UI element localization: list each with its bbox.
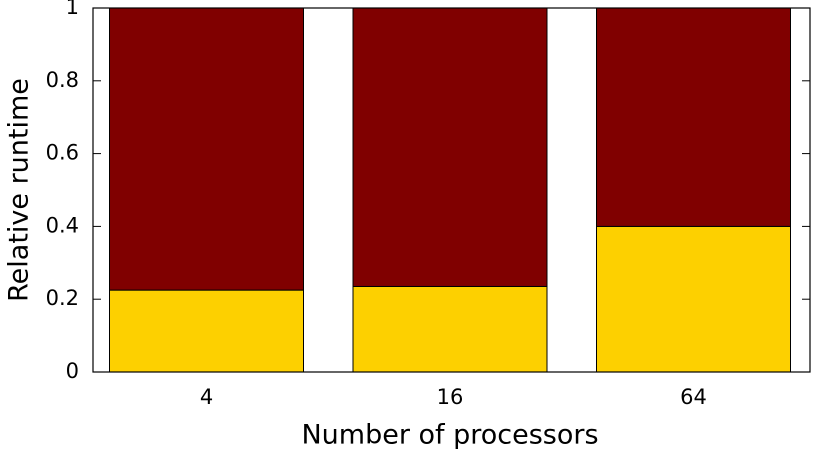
bar-segment <box>596 7 791 227</box>
x-tick-label: 64 <box>680 385 707 409</box>
x-axis-title: Number of processors <box>301 420 598 451</box>
y-axis-title: Relative runtime <box>4 78 35 302</box>
x-tick-label: 16 <box>437 385 464 409</box>
bar-segment <box>352 7 548 287</box>
y-tick-label: 0.2 <box>46 286 79 310</box>
bar-segment <box>352 285 548 373</box>
y-tick-label: 0.8 <box>46 68 79 92</box>
plot-frame <box>92 7 811 373</box>
y-tick-label: 0.4 <box>46 213 79 237</box>
y-tick-label: 0.6 <box>46 141 79 165</box>
bar-segment <box>109 289 304 373</box>
y-tick-label: 0 <box>66 359 79 383</box>
bar-segment <box>109 7 304 291</box>
y-tick-label: 1 <box>66 0 79 19</box>
x-tick-label: 4 <box>200 385 213 409</box>
bar-segment <box>596 225 791 373</box>
